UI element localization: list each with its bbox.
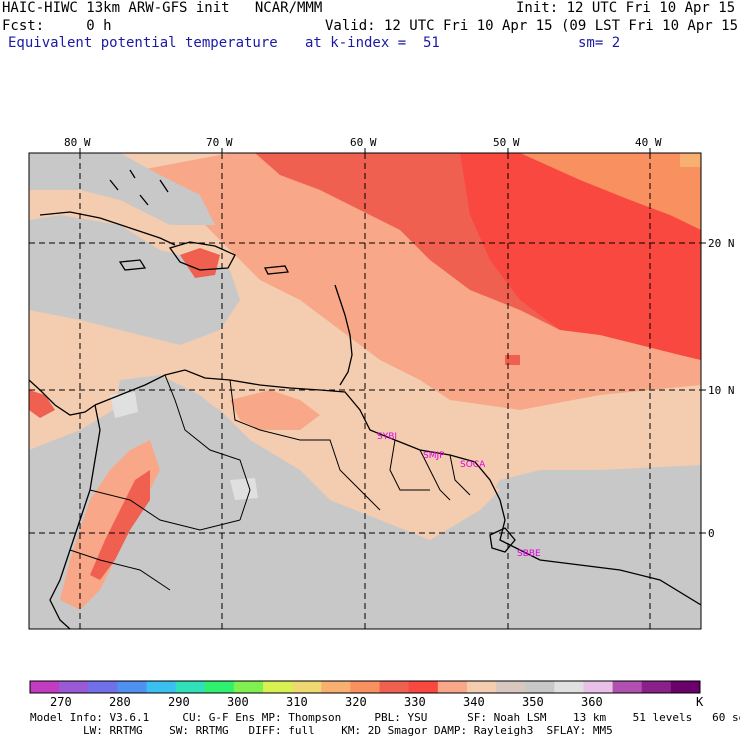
- station-label-soca: SOCA: [460, 460, 486, 470]
- field-white-patch-2: [110, 392, 138, 418]
- lon-label-50w: 50 W: [493, 136, 520, 149]
- colorbar-swatch: [583, 681, 614, 693]
- axis-ticks: [79, 148, 706, 534]
- colorbar-label-300: 300: [227, 695, 249, 709]
- field-ne-patch: [680, 153, 701, 167]
- lat-label-20n: 20 N: [708, 237, 735, 250]
- colorbar-swatch: [350, 681, 381, 693]
- colorbar-label-340: 340: [463, 695, 485, 709]
- field-red-spot: [505, 355, 520, 365]
- valid-time: Valid: 12 UTC Fri 10 Apr 15 (09 LST Fri …: [325, 18, 740, 34]
- field-salmon-venezuela: [230, 390, 320, 430]
- field-grey-atlantic-top: [29, 153, 215, 225]
- model-info-line1: Model Info: V3.6.1 CU: G-F Ens MP: Thomp…: [30, 711, 740, 724]
- colorbar-swatch: [30, 681, 60, 693]
- field-grey-northwest: [29, 215, 240, 345]
- lon-label-80w: 80 W: [64, 136, 91, 149]
- field-orange-andes: [90, 470, 150, 580]
- init-time: Init: 12 UTC Fri 10 Apr 15: [516, 0, 736, 16]
- colorbar-swatch: [233, 681, 264, 693]
- colorbar: [29, 680, 701, 694]
- colorbar-swatch: [379, 681, 410, 693]
- colorbar-swatch: [88, 681, 118, 693]
- colorbar-swatch: [466, 681, 497, 693]
- lon-label-40w: 40 W: [635, 136, 662, 149]
- colorbar-frame: [29, 680, 701, 694]
- forecast-hour: Fcst: 0 h: [2, 18, 112, 34]
- colorbar-swatch: [204, 681, 235, 693]
- colorbar-swatch: [670, 681, 701, 693]
- colorbar-label-320: 320: [345, 695, 367, 709]
- colorbar-swatch: [59, 681, 89, 693]
- colorbar-label-330: 330: [404, 695, 426, 709]
- lat-label-10n: 10 N: [708, 384, 735, 397]
- field-orange-panama: [29, 390, 55, 418]
- field-peach-ne: [520, 153, 701, 230]
- station-label-sybi: SYBI: [377, 432, 398, 442]
- smoothing-value: sm= 2: [578, 35, 621, 51]
- field-salmon-hispaniola: [180, 248, 220, 278]
- colorbar-swatch: [146, 681, 177, 693]
- lon-label-70w: 70 W: [206, 136, 233, 149]
- field-white-patch: [230, 478, 258, 500]
- field-name: Equivalent potential temperature: [8, 35, 278, 51]
- lat-lon-grid: [29, 153, 701, 629]
- colorbar-swatch: [175, 681, 206, 693]
- lon-label-60w: 60 W: [350, 136, 377, 149]
- station-label-sbbe: SBBE: [517, 549, 541, 559]
- colorbar-label-350: 350: [522, 695, 544, 709]
- colorbar-label-360: 360: [581, 695, 603, 709]
- model-title: HAIC-HIWC 13km ARW-GFS init NCAR/MMM: [2, 0, 323, 16]
- country-borders: [69, 374, 471, 591]
- colorbar-swatch: [612, 681, 643, 693]
- field-red-core: [460, 153, 701, 360]
- colorbar-swatch: [437, 681, 468, 693]
- level-index: at k-index = 51: [305, 35, 440, 51]
- station-label-smjp: SMJP: [423, 451, 445, 461]
- colorbar-swatch: [408, 681, 439, 693]
- colorbar-label-310: 310: [286, 695, 308, 709]
- colorbar-swatch: [321, 681, 351, 693]
- colorbar-swatch: [292, 681, 322, 693]
- field-tan-guianas: [330, 420, 500, 520]
- lat-label-0: 0: [708, 527, 715, 540]
- colorbar-swatch: [496, 681, 526, 693]
- colorbar-label-270: 270: [50, 695, 72, 709]
- colorbar-swatch: [554, 681, 584, 693]
- colorbar-swatch: [263, 681, 293, 693]
- colorbar-label-280: 280: [109, 695, 131, 709]
- colorbar-unit: K: [696, 695, 704, 709]
- model-info-line2: LW: RRTMG SW: RRTMG DIFF: full KM: 2D Sm…: [30, 724, 613, 737]
- colorbar-swatch: [117, 681, 148, 693]
- colorbar-label-290: 290: [168, 695, 190, 709]
- colorbar-swatch: [525, 681, 555, 693]
- colorbar-swatch: [641, 681, 672, 693]
- map-frame: [28, 152, 702, 630]
